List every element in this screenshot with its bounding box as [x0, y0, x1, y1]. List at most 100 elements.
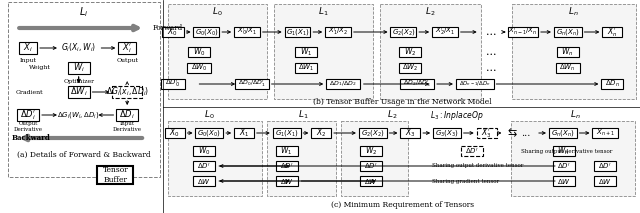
Text: $\Delta W_0$: $\Delta W_0$	[191, 63, 208, 73]
Text: $\Delta W$: $\Delta W$	[198, 177, 211, 186]
Text: $\Delta D_0/\Delta D_1'$: $\Delta D_0/\Delta D_1'$	[238, 79, 266, 89]
FancyBboxPatch shape	[118, 42, 136, 54]
Text: ...: ...	[486, 63, 497, 73]
Text: Sharing gradient tensor: Sharing gradient tensor	[432, 178, 499, 184]
FancyBboxPatch shape	[456, 79, 493, 89]
FancyBboxPatch shape	[274, 4, 372, 99]
Text: $G_3(X_3)$: $G_3(X_3)$	[435, 128, 459, 138]
FancyBboxPatch shape	[549, 128, 577, 138]
Text: $X_n'$: $X_n'$	[607, 25, 618, 39]
FancyBboxPatch shape	[511, 121, 635, 196]
Text: $W_i$: $W_i$	[73, 62, 84, 74]
FancyBboxPatch shape	[296, 47, 317, 57]
Text: $L_2$: $L_2$	[425, 6, 435, 18]
Text: $L_1$: $L_1$	[298, 109, 308, 121]
Text: $X_0'/X_1$: $X_0'/X_1$	[237, 26, 257, 38]
Text: $X_3'$: $X_3'$	[481, 126, 492, 140]
FancyBboxPatch shape	[276, 146, 298, 156]
FancyBboxPatch shape	[554, 27, 582, 37]
Text: $G_0(X_0)$: $G_0(X_0)$	[198, 128, 221, 138]
FancyBboxPatch shape	[360, 176, 381, 186]
Text: $\Delta W_1$: $\Delta W_1$	[298, 63, 314, 73]
Text: $X_{n-1}'/X_n$: $X_{n-1}'/X_n$	[508, 26, 538, 38]
FancyBboxPatch shape	[168, 4, 267, 99]
Text: Tensor
Buffer: Tensor Buffer	[102, 166, 128, 184]
Text: $\Delta W_i$: $\Delta W_i$	[70, 86, 88, 98]
Text: $L_3 : InplaceOp$: $L_3 : InplaceOp$	[430, 108, 484, 121]
Text: $\Delta W$: $\Delta W$	[557, 177, 571, 186]
Text: $G_1(X_1)$: $G_1(X_1)$	[285, 27, 309, 37]
Text: Sharing output derivative tensor: Sharing output derivative tensor	[432, 164, 524, 168]
Text: $X_1'/X_2$: $X_1'/X_2$	[328, 26, 348, 38]
FancyBboxPatch shape	[401, 128, 420, 138]
Text: $X_1$: $X_1$	[239, 127, 249, 139]
Text: $X_i$: $X_i$	[23, 42, 33, 54]
Text: $\Delta W$: $\Delta W$	[280, 177, 294, 186]
FancyBboxPatch shape	[193, 176, 216, 186]
Text: $\Delta D_0'$: $\Delta D_0'$	[165, 78, 180, 90]
Text: $W_0$: $W_0$	[193, 46, 206, 58]
FancyBboxPatch shape	[512, 4, 636, 99]
Text: $W_2$: $W_2$	[365, 145, 377, 157]
Text: $G_2(X_2)$: $G_2(X_2)$	[361, 128, 385, 138]
Text: ...: ...	[486, 27, 497, 37]
Text: $L_0$: $L_0$	[212, 6, 223, 18]
Text: $\Delta G_i(x_i,\Delta D_i)$: $\Delta G_i(x_i,\Delta D_i)$	[106, 86, 148, 98]
Text: $X_2$: $X_2$	[316, 127, 326, 139]
Text: Input: Input	[20, 58, 36, 63]
Text: Forward: Forward	[153, 24, 183, 32]
Text: $\Delta D_{n-1}/\Delta D_n$: $\Delta D_{n-1}/\Delta D_n$	[459, 80, 491, 88]
Text: $\Delta W_2$: $\Delta W_2$	[402, 63, 419, 73]
FancyBboxPatch shape	[296, 63, 317, 73]
Text: ...: ...	[522, 128, 531, 138]
FancyBboxPatch shape	[164, 128, 185, 138]
Text: (c) Minimum Requirement of Tensors: (c) Minimum Requirement of Tensors	[331, 201, 474, 209]
Text: $X_0$: $X_0$	[168, 26, 178, 38]
FancyBboxPatch shape	[19, 42, 37, 54]
Text: $X_2'/X_1$: $X_2'/X_1$	[435, 26, 455, 38]
FancyBboxPatch shape	[17, 109, 39, 121]
Text: Output: Output	[116, 58, 138, 63]
FancyBboxPatch shape	[311, 128, 332, 138]
Text: $G_n(X_n)$: $G_n(X_n)$	[556, 27, 580, 37]
Text: Input
Derivative: Input Derivative	[113, 121, 141, 132]
FancyBboxPatch shape	[273, 128, 301, 138]
Text: $\Delta D_2/\Delta D_3'$: $\Delta D_2/\Delta D_3'$	[403, 79, 431, 89]
Text: $G_n(X_n)$: $G_n(X_n)$	[551, 128, 575, 138]
FancyBboxPatch shape	[68, 62, 90, 74]
FancyBboxPatch shape	[432, 27, 458, 37]
Text: $\Delta G_i(W_i,\Delta D_i)$: $\Delta G_i(W_i,\Delta D_i)$	[58, 110, 100, 120]
Text: Backward: Backward	[12, 134, 50, 142]
Text: Weight: Weight	[29, 66, 51, 71]
FancyBboxPatch shape	[188, 63, 211, 73]
FancyBboxPatch shape	[553, 146, 575, 156]
FancyBboxPatch shape	[556, 63, 580, 73]
FancyBboxPatch shape	[360, 161, 381, 171]
Text: $G_1(X_1)$: $G_1(X_1)$	[275, 128, 298, 138]
FancyBboxPatch shape	[326, 79, 360, 89]
Text: $L_i$: $L_i$	[79, 5, 88, 19]
FancyBboxPatch shape	[17, 38, 141, 63]
FancyBboxPatch shape	[162, 27, 184, 37]
Text: $X_i'$: $X_i'$	[122, 41, 132, 55]
Text: ...: ...	[486, 47, 497, 57]
FancyBboxPatch shape	[195, 128, 223, 138]
Text: (a) Details of Forward & Backward: (a) Details of Forward & Backward	[17, 151, 150, 159]
FancyBboxPatch shape	[595, 176, 616, 186]
Text: $\Delta D'$: $\Delta D'$	[557, 161, 571, 171]
Text: $L_n$: $L_n$	[568, 6, 579, 18]
FancyBboxPatch shape	[461, 146, 483, 156]
FancyBboxPatch shape	[401, 79, 434, 89]
Text: $X_{n+1}$: $X_{n+1}$	[596, 128, 615, 138]
FancyBboxPatch shape	[359, 128, 387, 138]
FancyBboxPatch shape	[508, 27, 538, 37]
Text: $L_0$: $L_0$	[204, 109, 214, 121]
FancyBboxPatch shape	[341, 121, 408, 196]
Text: $\Delta D_i$: $\Delta D_i$	[119, 109, 135, 121]
FancyBboxPatch shape	[553, 161, 575, 171]
Text: $\Delta D_i'$: $\Delta D_i'$	[20, 108, 36, 122]
FancyBboxPatch shape	[390, 27, 417, 37]
Text: $G_2(X_2)$: $G_2(X_2)$	[392, 27, 415, 37]
FancyBboxPatch shape	[234, 27, 260, 37]
FancyBboxPatch shape	[8, 2, 160, 177]
